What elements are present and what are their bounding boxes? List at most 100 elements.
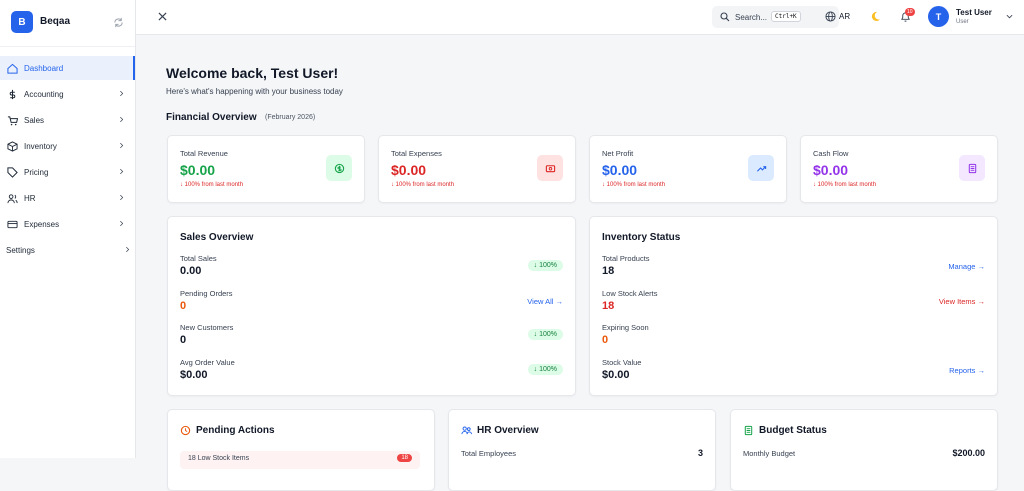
nav-item[interactable]: Dashboard (0, 56, 135, 80)
nav-icon (7, 63, 18, 74)
nav-label: Expenses (24, 219, 60, 229)
nav-item[interactable]: Accounting (0, 82, 135, 106)
theme-toggle[interactable] (870, 11, 881, 22)
topbar: Search... Ctrl+K AR 10 T Test User User (136, 0, 1024, 35)
panel-icon (461, 426, 472, 435)
panel-link[interactable]: Reports → (949, 365, 985, 375)
row-label: Avg Order Value (180, 357, 235, 367)
stat-value: $0.00 (391, 162, 427, 178)
logo[interactable]: B (11, 11, 33, 33)
shortcut-hint: Ctrl+K (771, 11, 801, 22)
stat-icon-glyph (334, 163, 344, 173)
nav-icon (7, 193, 18, 203)
panel-title: Pending Actions (196, 425, 275, 436)
row-value: 0 (180, 299, 187, 312)
stat-card: Cash Flow $0.00 ↓ 100% from last month (800, 135, 998, 203)
row-label: Total Sales (180, 254, 217, 263)
user-name: Test User (956, 8, 992, 17)
stat-card: Total Revenue $0.00 ↓ 100% from last month (167, 135, 365, 203)
stat-icon (748, 155, 774, 181)
budget-status-panel: Budget Status Monthly Budget $200.00 (730, 409, 998, 491)
notification-badge: 10 (905, 8, 915, 16)
stat-change: ↓ 100% from last month (391, 182, 455, 188)
nav-item[interactable]: HR (0, 186, 135, 210)
stat-icon-glyph (545, 164, 555, 172)
row-value: $0.00 (180, 368, 208, 381)
language-toggle[interactable]: AR (839, 12, 851, 21)
nav-icon (7, 166, 18, 178)
stat-change: ↓ 100% from last month (180, 182, 244, 188)
panel-title: Inventory Status (602, 232, 681, 243)
search-placeholder: Search... (735, 13, 768, 22)
nav-item[interactable]: Sales (0, 108, 135, 132)
change-badge: ↓ 100% (527, 260, 563, 271)
welcome-title: Welcome back, Test User! (166, 65, 339, 81)
nav-icon (7, 220, 18, 228)
stat-change: ↓ 100% from last month (813, 182, 877, 188)
nav-label: Dashboard (24, 63, 64, 73)
user-menu-chevron[interactable] (1006, 14, 1013, 19)
chevron-icon (120, 220, 124, 227)
row-label: Pending Orders (180, 288, 233, 298)
chevron-icon (120, 194, 124, 201)
panel-title: HR Overview (477, 425, 539, 436)
row-label: Stock Value (602, 357, 642, 367)
user-role: User (956, 19, 969, 25)
row-value: 0.00 (180, 265, 202, 277)
nav-label: Inventory (24, 141, 57, 151)
panel-link[interactable]: Manage → (948, 262, 985, 271)
row-label: New Customers (180, 323, 234, 332)
divider (0, 46, 135, 47)
action-item[interactable]: 18 Low Stock Items 18 (180, 451, 420, 469)
nav-item[interactable]: Inventory (0, 134, 135, 158)
panel-title: Budget Status (759, 425, 827, 436)
search-icon (720, 12, 730, 22)
welcome-subtitle: Here's what's happening with your busine… (166, 87, 343, 96)
nav-item[interactable]: Pricing (0, 160, 135, 184)
stat-icon-glyph (756, 165, 766, 172)
stat-label: Net Profit (602, 149, 634, 158)
pending-actions-panel: Pending Actions 18 Low Stock Items 18 (167, 409, 435, 491)
nav-icon (7, 115, 18, 125)
close-sidebar-button[interactable] (158, 12, 167, 21)
row-value: 3 (697, 448, 703, 458)
nav-label: Accounting (24, 89, 64, 99)
row-value: $0.00 (602, 368, 630, 381)
change-badge: ↓ 100% (527, 329, 563, 340)
avatar[interactable]: T (928, 6, 949, 27)
stat-value: $0.00 (602, 162, 638, 178)
nav-label: HR (24, 193, 36, 203)
nav-item[interactable]: Settings (0, 238, 141, 262)
stat-change: ↓ 100% from last month (602, 182, 666, 188)
stat-label: Total Revenue (180, 149, 228, 158)
stat-label: Total Expenses (391, 149, 442, 158)
globe-icon[interactable] (825, 11, 836, 22)
panel-link[interactable]: View All → (527, 296, 563, 306)
panel-title: Sales Overview (180, 232, 254, 243)
chevron-icon (120, 168, 124, 175)
brand-name: Beqaa (40, 16, 71, 27)
chevron-icon (120, 116, 124, 123)
refresh-icon[interactable] (113, 17, 124, 28)
row-value: 18 (602, 299, 615, 312)
row-label: Total Employees (461, 449, 517, 458)
nav-icon (9, 89, 16, 99)
stat-icon (959, 155, 985, 181)
row-value: $200.00 (952, 448, 985, 458)
sidebar: B Beqaa Dashboard Accounting Sales Inventor… (0, 0, 136, 458)
chevron-icon (126, 246, 130, 253)
stat-value: $0.00 (813, 162, 849, 178)
panel-link[interactable]: View Items → (938, 296, 985, 306)
row-label: Expiring Soon (602, 323, 649, 332)
search-box[interactable]: Search... Ctrl+K (712, 6, 839, 28)
nav-label: Pricing (24, 167, 49, 177)
nav-item[interactable]: Expenses (0, 212, 135, 236)
row-label: Total Products (602, 254, 650, 263)
row-label: Monthly Budget (743, 449, 796, 458)
chevron-icon (120, 142, 124, 149)
panel-icon (744, 425, 753, 436)
stat-value: $0.00 (180, 162, 216, 178)
stat-label: Cash Flow (813, 149, 849, 158)
nav-icon (7, 140, 18, 152)
